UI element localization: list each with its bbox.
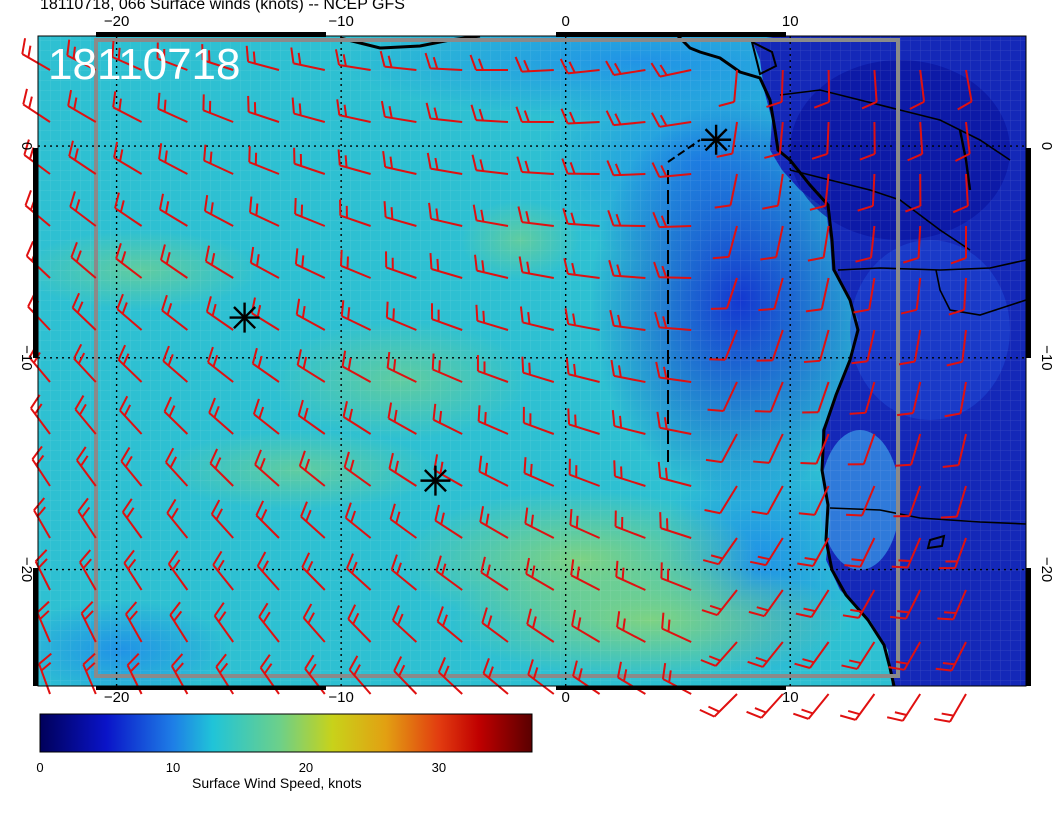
lon-tick-label: −20 bbox=[104, 13, 129, 30]
lat-tick-label: −10 bbox=[18, 345, 35, 370]
wind-barb bbox=[934, 694, 966, 722]
lat-tick-label: 0 bbox=[18, 142, 35, 150]
wind-barb bbox=[747, 694, 783, 718]
colorbar-label: Surface Wind Speed, knots bbox=[192, 775, 362, 791]
wind-barb bbox=[887, 694, 920, 721]
colorbar-tick-label: 10 bbox=[166, 760, 180, 775]
wind-barb bbox=[793, 694, 828, 719]
lat-tick-label: 0 bbox=[1038, 142, 1055, 150]
wind-barb bbox=[700, 694, 737, 717]
lon-tick-label: 0 bbox=[562, 689, 570, 706]
colorbar-tick-label: 20 bbox=[299, 760, 313, 775]
colorbar: 0 10 20 30 bbox=[36, 714, 532, 775]
star-marker bbox=[420, 466, 450, 496]
wind-barb bbox=[840, 694, 874, 720]
colorbar-tick-label: 0 bbox=[36, 760, 43, 775]
lat-tick-labels-right: 0 −10 −20 bbox=[1038, 142, 1055, 582]
lon-tick-labels-bottom: −20 −10 0 10 bbox=[104, 689, 799, 706]
lon-tick-label: −20 bbox=[104, 689, 129, 706]
lat-tick-label: −20 bbox=[18, 557, 35, 582]
wind-speed-field bbox=[10, 0, 1026, 700]
lat-tick-label: −20 bbox=[1038, 557, 1055, 582]
star-marker bbox=[701, 125, 731, 155]
lat-tick-label: −10 bbox=[1038, 345, 1055, 370]
lon-tick-label: −10 bbox=[328, 13, 353, 30]
lon-tick-label: 10 bbox=[782, 689, 799, 706]
lon-tick-label: 10 bbox=[782, 13, 799, 30]
lon-tick-label: 0 bbox=[562, 13, 570, 30]
lon-tick-label: −10 bbox=[328, 689, 353, 706]
run-stamp: 18110718 bbox=[48, 40, 241, 90]
lon-tick-labels-top: −20 −10 0 10 bbox=[104, 13, 799, 30]
star-marker bbox=[230, 303, 260, 333]
colorbar-tick-label: 30 bbox=[432, 760, 446, 775]
